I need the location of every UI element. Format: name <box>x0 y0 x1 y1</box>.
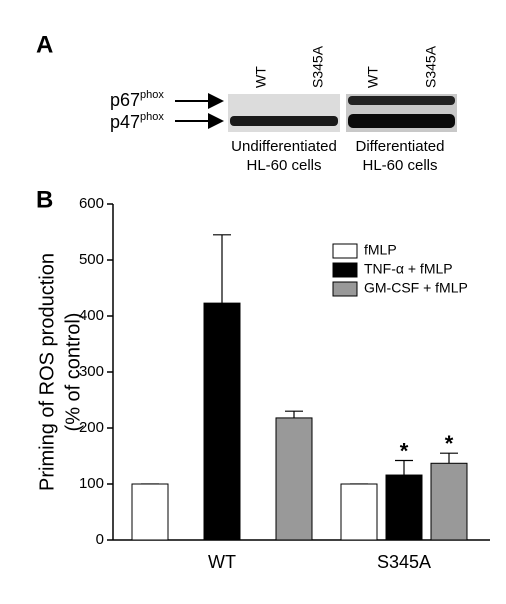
panel-label: A <box>36 31 53 58</box>
lane-label: S345A <box>310 45 326 88</box>
band-label: p67phox <box>110 89 164 110</box>
y-axis-label: Priming of ROS production <box>36 253 58 491</box>
y-tick-label: 400 <box>79 307 104 324</box>
significance-marker: * <box>445 431 454 456</box>
y-tick-label: 200 <box>79 419 104 436</box>
legend-label: TNF-α + fMLP <box>364 261 453 277</box>
x-tick-label: WT <box>208 552 236 572</box>
bar <box>131 483 169 541</box>
bar <box>275 417 313 541</box>
y-tick-label: 300 <box>79 363 104 380</box>
lane-label: WT <box>365 66 381 88</box>
group-label: Differentiated <box>356 138 445 155</box>
group-label: HL-60 cells <box>246 157 321 174</box>
y-tick-label: 100 <box>79 475 104 492</box>
y-tick-label: 0 <box>96 531 104 548</box>
panel-label: B <box>36 186 53 213</box>
y-tick-label: 600 <box>79 195 104 212</box>
legend-swatch <box>332 243 358 259</box>
y-tick-label: 500 <box>79 251 104 268</box>
legend-swatch <box>332 281 358 297</box>
legend-swatch <box>332 262 358 278</box>
band <box>230 116 338 126</box>
lane-label: WT <box>253 66 269 88</box>
band <box>348 114 455 128</box>
y-axis-label: (% of control) <box>62 313 84 432</box>
x-tick-label: S345A <box>377 552 431 572</box>
group-label: Undifferentiated <box>231 138 337 155</box>
blot <box>228 94 340 132</box>
legend-label: fMLP <box>364 242 397 258</box>
bar <box>203 302 241 541</box>
group-label: HL-60 cells <box>362 157 437 174</box>
bar <box>430 462 468 541</box>
bar <box>340 483 378 541</box>
significance-marker: * <box>400 438 409 463</box>
band-label: p47phox <box>110 111 164 132</box>
legend-label: GM-CSF + fMLP <box>364 280 468 296</box>
band <box>348 96 455 105</box>
bar <box>385 474 423 541</box>
lane-label: S345A <box>423 45 439 88</box>
